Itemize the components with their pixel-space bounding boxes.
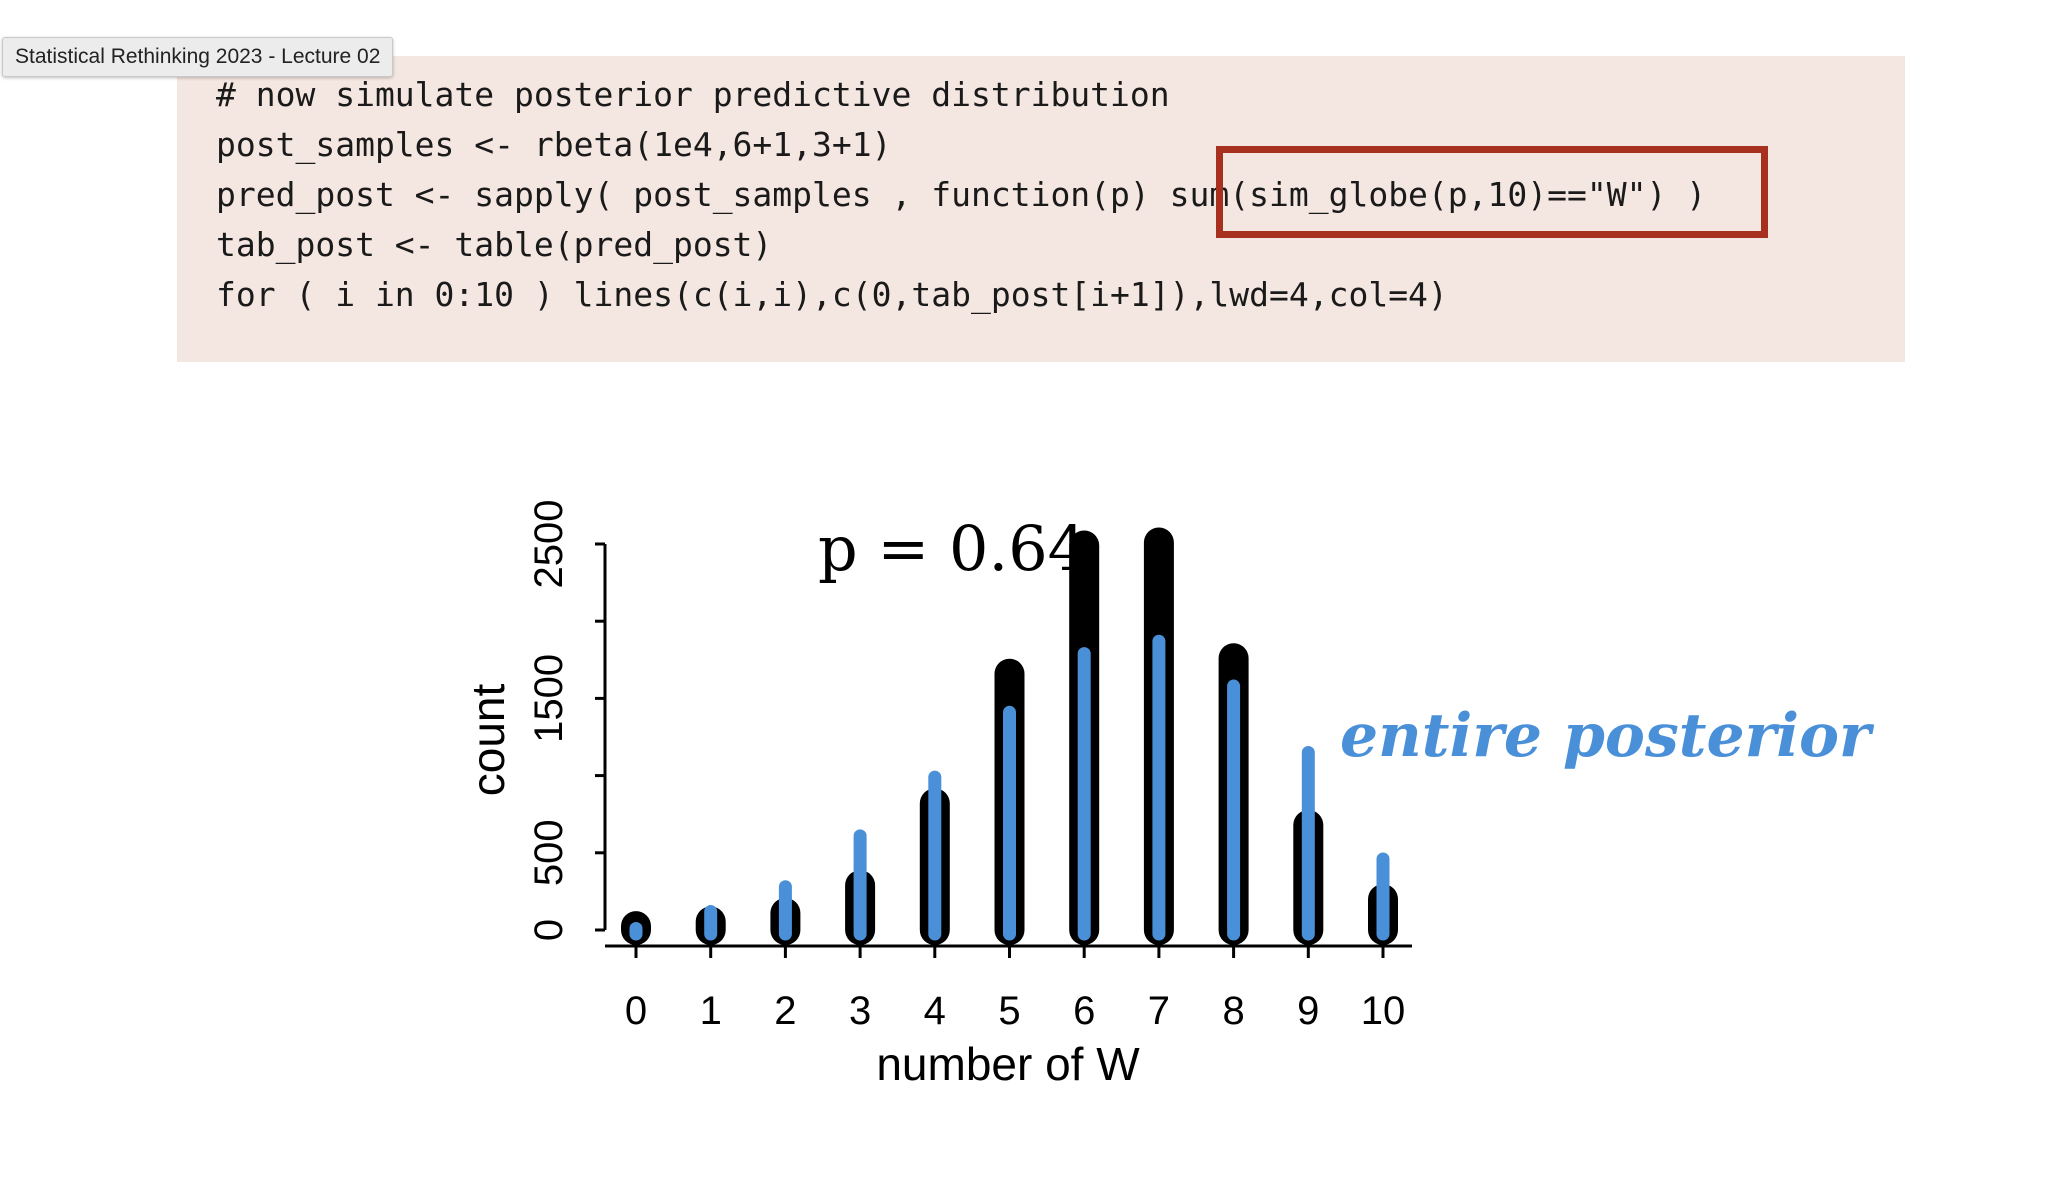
window-title-tooltip: Statistical Rethinking 2023 - Lecture 02 <box>2 37 394 77</box>
x-tick-label: 4 <box>924 989 946 1033</box>
code-line-3: pred_post <- sapply( post_samples , func… <box>216 175 1707 214</box>
code-line-5: for ( i in 0:10 ) lines(c(i,i),c(0,tab_p… <box>216 275 1448 314</box>
code-highlight-box <box>1216 146 1768 238</box>
y-tick-label: 2500 <box>527 500 571 589</box>
chart-labels: 0 500 1500 2500 0 1 2 3 4 5 6 7 8 9 10 number of W count… <box>462 500 1875 1090</box>
x-tick-label: 3 <box>849 989 871 1033</box>
x-tick-label: 0 <box>625 989 647 1033</box>
p-value-annotation: p = 0.64 <box>818 512 1087 585</box>
x-tick-label: 7 <box>1148 989 1170 1033</box>
y-tick-label: 500 <box>527 819 571 886</box>
y-tick-label: 1500 <box>527 654 571 743</box>
code-line-4: tab_post <- table(pred_post) <box>216 225 773 264</box>
x-tick-label: 1 <box>700 989 722 1033</box>
y-axis-title: count <box>462 684 514 797</box>
code-line-2: post_samples <- rbeta(1e4,6+1,3+1) <box>216 125 892 164</box>
x-tick-label: 10 <box>1361 989 1406 1033</box>
x-tick-label: 2 <box>774 989 796 1033</box>
chart-axes <box>595 542 1412 958</box>
y-tick-label: 0 <box>527 919 571 941</box>
x-tick-label: 8 <box>1222 989 1244 1033</box>
entire-posterior-annotation: entire posterior <box>1340 701 1875 771</box>
code-block: # now simulate posterior predictive dist… <box>177 56 1905 362</box>
code-line-1: # now simulate posterior predictive dist… <box>216 75 1170 114</box>
x-tick-label: 5 <box>998 989 1020 1033</box>
bars-series-blue <box>629 634 1390 941</box>
x-tick-label: 6 <box>1073 989 1095 1033</box>
x-tick-label: 9 <box>1297 989 1319 1033</box>
x-axis-title: number of W <box>876 1038 1140 1090</box>
